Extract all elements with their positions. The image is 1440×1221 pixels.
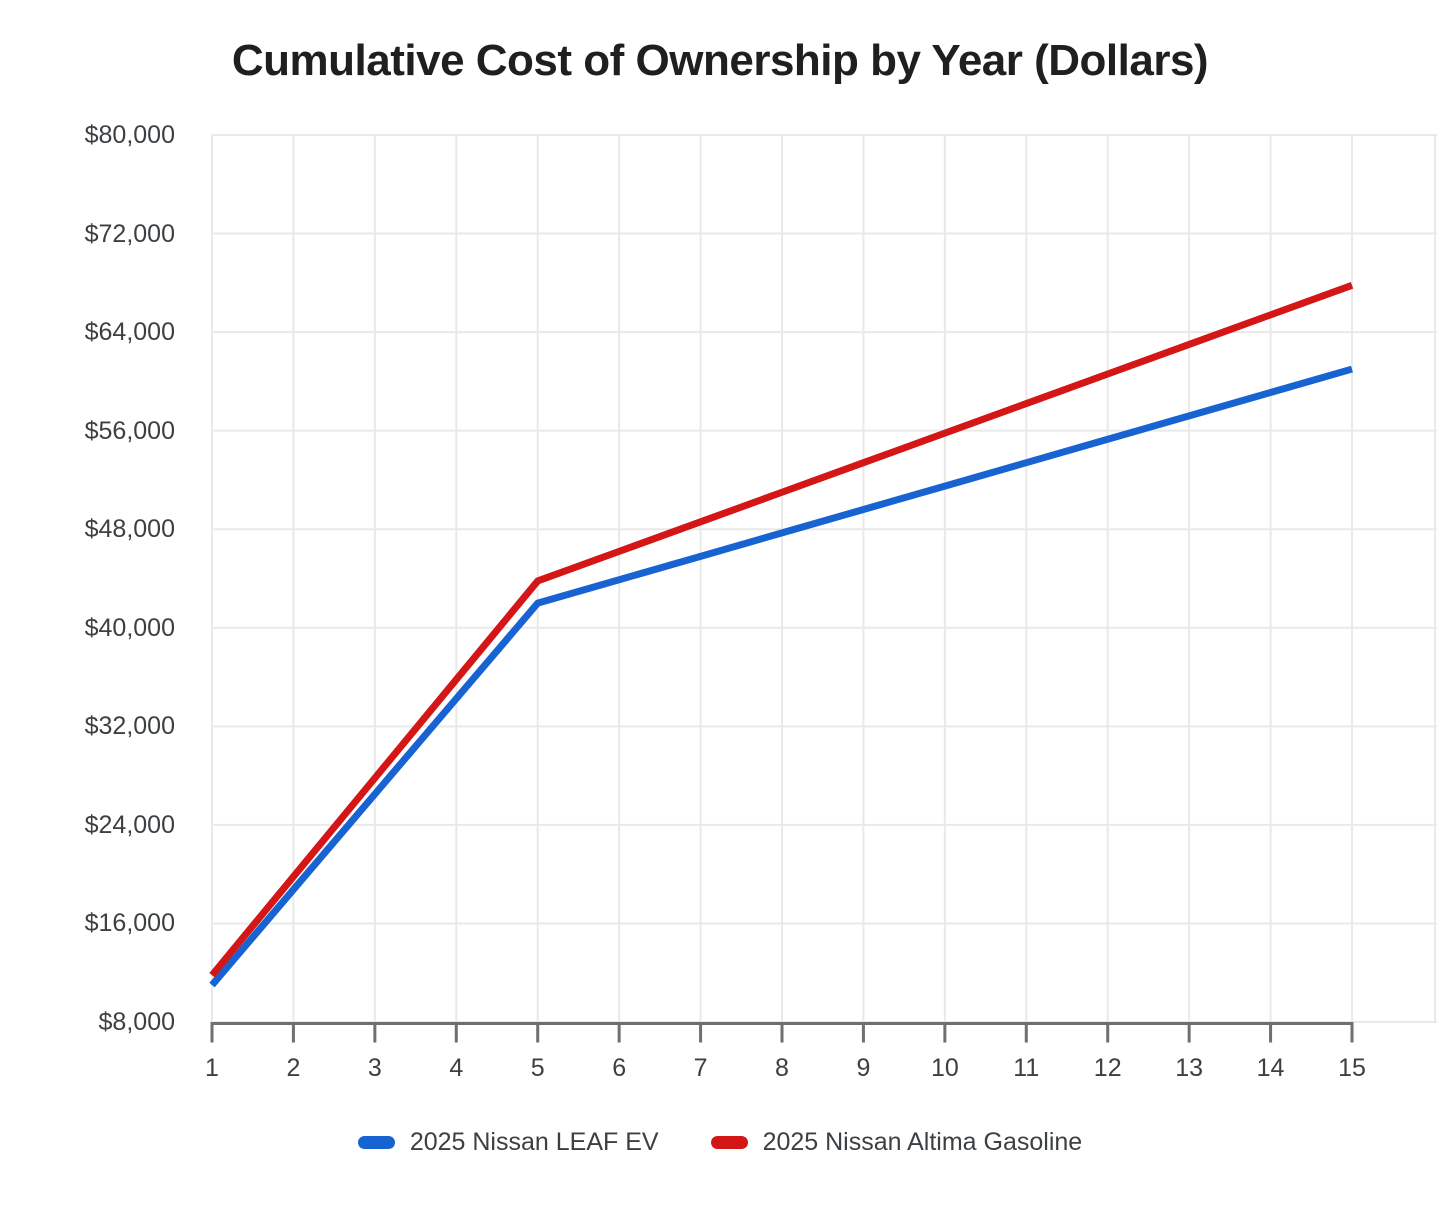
x-tick-label: 9 [856,1054,871,1082]
x-tick-label: 5 [530,1054,545,1082]
x-tick-label: 6 [612,1054,627,1082]
legend: 2025 Nissan LEAF EV 2025 Nissan Altima Ga… [0,1128,1440,1157]
x-tick-label: 7 [693,1054,708,1082]
x-tick-label: 3 [367,1054,382,1082]
legend-marker-icon [710,1136,748,1149]
y-tick-label: $48,000 [84,515,175,544]
x-tick-label: 10 [930,1054,959,1082]
x-tick-label: 15 [1338,1054,1366,1082]
x-tick-label: 8 [775,1054,789,1082]
series-line-1 [209,282,1354,978]
legend-label: 2025 Nissan Altima Gasoline [762,1128,1083,1156]
y-tick-label: $80,000 [84,121,175,149]
y-tick-label: $64,000 [84,318,175,347]
y-tick-label: $40,000 [84,613,175,642]
legend-item-1: 2025 Nissan Altima Gasoline [710,1128,1083,1157]
x-tick-label: 12 [1093,1054,1122,1082]
x-tick-label: 13 [1175,1054,1204,1082]
y-tick-label: $16,000 [84,909,175,938]
x-tick-label: 11 [1013,1054,1040,1082]
x-tick-label: 1 [205,1054,219,1082]
x-tick-label: 14 [1256,1054,1285,1082]
series-line-0 [209,365,1353,988]
legend-label: 2025 Nissan LEAF EV [409,1128,659,1156]
legend-marker-icon [357,1136,395,1149]
x-tick-label: 2 [286,1054,301,1082]
y-tick-label: $32,000 [84,712,175,741]
y-tick-label: $72,000 [84,219,175,248]
legend-item-0: 2025 Nissan LEAF EV [357,1128,659,1157]
y-tick-label: $8,000 [98,1008,175,1036]
chart-title: Cumulative Cost of Ownership by Year (Do… [231,36,1209,85]
x-tick-label: 4 [449,1054,464,1082]
y-tick-label: $24,000 [84,810,175,839]
y-tick-label: $56,000 [84,416,175,445]
